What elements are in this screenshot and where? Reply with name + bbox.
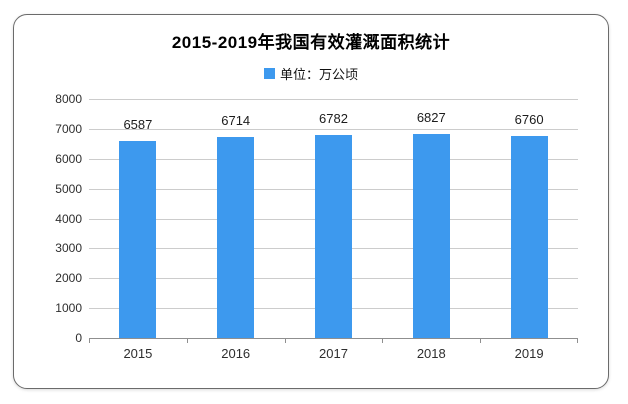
x-axis-label: 2019 [514,346,544,361]
y-axis-tick-label: 2000 [55,271,82,286]
bar-value-label: 6714 [221,113,251,129]
bar-2015 [119,141,157,338]
x-axis-label: 2018 [416,346,446,361]
chart-card: 2015-2019年我国有效灌溉面积统计 单位：万公顷 0 1000 2000 300… [13,14,609,389]
bar-2017 [315,135,352,338]
x-axis-tick [89,338,90,343]
x-axis-tick [186,338,188,343]
x-axis-tick [284,338,286,343]
bar-value-label: 6760 [514,112,544,128]
y-axis-tick-label: 3000 [55,241,82,256]
bar-2019 [510,136,548,338]
y-axis-tick-label: 4000 [55,211,82,226]
y-axis-tick-label: 8000 [55,92,82,106]
bar-value-label: 6587 [123,117,153,133]
gridline [89,128,578,130]
y-axis: 0 1000 2000 3000 4000 5000 6000 7000 8000 [14,92,89,345]
legend-label: 单位：万公顷 [279,67,358,82]
plot-area: 6587 2015 6714 2016 6782 2017 6827 2018 6760 2019 [89,99,578,361]
gridline [89,99,578,100]
x-axis-label: 2015 [123,346,153,361]
bar-2016 [217,137,255,338]
x-axis-tick [577,338,578,343]
bar-value-label: 6827 [416,110,446,126]
y-axis-tick-label: 1000 [55,301,82,316]
bar-chart: 0 1000 2000 3000 4000 5000 6000 7000 8000 6587 20… [14,92,608,361]
y-axis-tick-label: 5000 [55,181,82,196]
x-axis-tick [382,338,384,343]
x-axis-label: 2017 [319,346,348,361]
x-axis-label: 2016 [221,346,251,361]
y-axis-tick-label: 7000 [55,121,82,136]
bar-2018 [412,134,450,338]
chart-title: 2015-2019年我国有效灌溉面积统计 [171,33,451,52]
x-axis-tick [480,338,482,343]
bar-value-label: 6782 [319,111,348,127]
y-axis-tick-label: 0 [75,331,82,345]
y-axis-tick-label: 6000 [55,151,82,166]
legend-swatch-icon [263,68,275,79]
legend: 单位：万公顷 [14,64,608,83]
x-axis-line [89,338,578,339]
